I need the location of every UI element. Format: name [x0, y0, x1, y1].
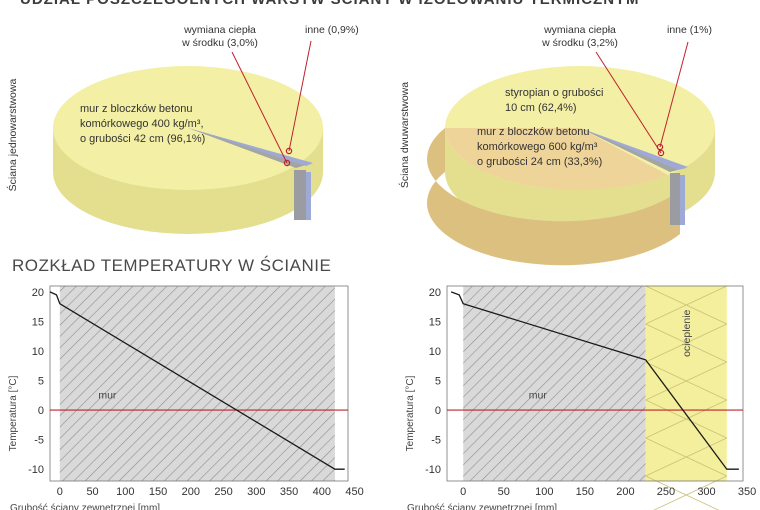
leader-dot: [285, 147, 293, 155]
leader-dot: [283, 159, 291, 167]
y-tick-label: 15: [429, 316, 441, 328]
pie-label-styrofoam: styropian o grubości 10 cm (62,4%): [505, 87, 603, 114]
x-tick-label: 300: [247, 486, 265, 498]
y-axis-label: Temperatura [°C]: [8, 375, 19, 451]
pie-label-other: inne (1%): [667, 24, 712, 36]
leader-dot: [657, 149, 665, 157]
leader-line: [231, 51, 288, 164]
temperature-line: [49, 291, 345, 470]
pie-wedge-side-exchange: [670, 173, 680, 225]
x-tick-label: 100: [116, 486, 134, 498]
x-tick-label: 250: [657, 486, 675, 498]
leader-line: [595, 51, 662, 154]
insulation-pattern: [645, 399, 727, 439]
x-axis-label: Grubość ściany zewnętrznej [mm]: [407, 503, 557, 510]
insulation-pattern: [645, 361, 727, 401]
y-tick-label: -5: [431, 435, 441, 447]
x-tick-label: 50: [498, 486, 510, 498]
pie-slice-other: [188, 128, 313, 166]
page-title: UDZIAŁ POSZCZEGÓLNYCH WARSTW ŚCIANY W IZ…: [20, 0, 640, 8]
pie-chart-1: Ściana jednowarstwowa wymiana ciepła w śro…: [6, 24, 359, 234]
pie-label-other: inne (0,9%): [305, 24, 359, 36]
pie-label-exchange: wymiana ciepła w środku (3,0%): [181, 24, 258, 49]
pie-slice-exchange: [188, 128, 312, 168]
insulation-pattern: [645, 437, 727, 477]
y-tick-label: 20: [429, 287, 441, 299]
pie-wedge-side-other: [306, 172, 311, 220]
pie-title: Ściana jednowarstwowa: [6, 79, 19, 192]
layer-mur: [59, 286, 335, 481]
x-tick-label: 250: [214, 486, 232, 498]
x-tick-label: 150: [149, 486, 167, 498]
plot-frame: [446, 285, 744, 482]
y-axis-label: Temperatura [°C]: [405, 375, 416, 451]
x-tick-label: 200: [616, 486, 634, 498]
pie-wedge-side-exchange: [294, 170, 306, 220]
layer-label-insulation: ocieplenie: [681, 309, 693, 356]
y-tick-label: -5: [34, 435, 44, 447]
layer-mur: [463, 286, 646, 481]
x-tick-label: 300: [697, 486, 715, 498]
pie-slice-other: [580, 128, 688, 170]
pie-wedge-side-other: [680, 175, 685, 225]
leader-dot: [656, 143, 664, 151]
x-axis-label: Grubość ściany zewnętrznej [mm]: [10, 503, 160, 510]
leader-line: [288, 40, 312, 152]
x-tick-label: 400: [313, 486, 331, 498]
x-tick-label: 350: [280, 486, 298, 498]
y-tick-label: 0: [38, 405, 44, 417]
pie-charts: Ściana jednowarstwowa wymiana ciepła w śro…: [6, 24, 715, 266]
layer-insulation: [645, 286, 727, 481]
pie-side-mur: [427, 128, 680, 266]
temperature-section-title: ROZKŁAD TEMPERATURY W ŚCIANIE: [12, 256, 332, 275]
x-tick-label: 0: [57, 486, 63, 498]
pie-title: Ściana dwuwarstwowa: [398, 82, 411, 188]
y-tick-label: 20: [32, 287, 44, 299]
x-tick-label: 0: [460, 486, 466, 498]
pie-slice-mur: [445, 128, 668, 190]
x-tick-label: 350: [738, 486, 756, 498]
plot-frame: [49, 285, 349, 482]
y-tick-label: 15: [32, 316, 44, 328]
pie-label-exchange: wymiana ciepła w środku (3,2%): [541, 24, 618, 49]
pie-chart-2: Ściana dwuwarstwowa wymiana ciepła w środk…: [398, 24, 715, 266]
y-tick-label: -10: [425, 464, 441, 476]
insulation-pattern: [645, 285, 727, 325]
leader-line: [659, 41, 689, 148]
temperature-line: [450, 291, 739, 470]
y-tick-label: 10: [32, 346, 44, 358]
pie-label-main: mur z bloczków betonu komórkowego 400 kg/…: [80, 103, 205, 145]
pie-label-mur: mur z bloczków betonu komórkowego 600 kg/…: [477, 126, 602, 168]
y-tick-label: 5: [435, 376, 441, 388]
insulation-pattern: [645, 475, 727, 510]
y-tick-label: 5: [38, 376, 44, 388]
y-tick-label: 0: [435, 405, 441, 417]
x-tick-label: 150: [576, 486, 594, 498]
x-tick-label: 200: [182, 486, 200, 498]
layer-label-mur: mur: [529, 389, 548, 401]
x-tick-label: 100: [535, 486, 553, 498]
layer-label-mur: mur: [98, 389, 117, 401]
y-tick-label: -10: [28, 464, 44, 476]
x-tick-label: 50: [86, 486, 98, 498]
y-tick-label: 10: [429, 346, 441, 358]
x-tick-label: 450: [345, 486, 363, 498]
insulation-pattern: [645, 323, 727, 363]
